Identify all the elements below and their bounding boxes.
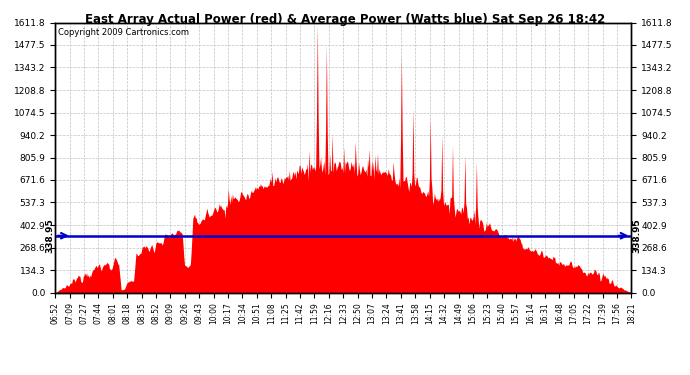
Text: East Array Actual Power (red) & Average Power (Watts blue) Sat Sep 26 18:42: East Array Actual Power (red) & Average … [85,13,605,26]
Text: Copyright 2009 Cartronics.com: Copyright 2009 Cartronics.com [58,28,189,37]
Text: 338.95: 338.95 [632,218,641,253]
Text: 338.95: 338.95 [46,218,55,253]
